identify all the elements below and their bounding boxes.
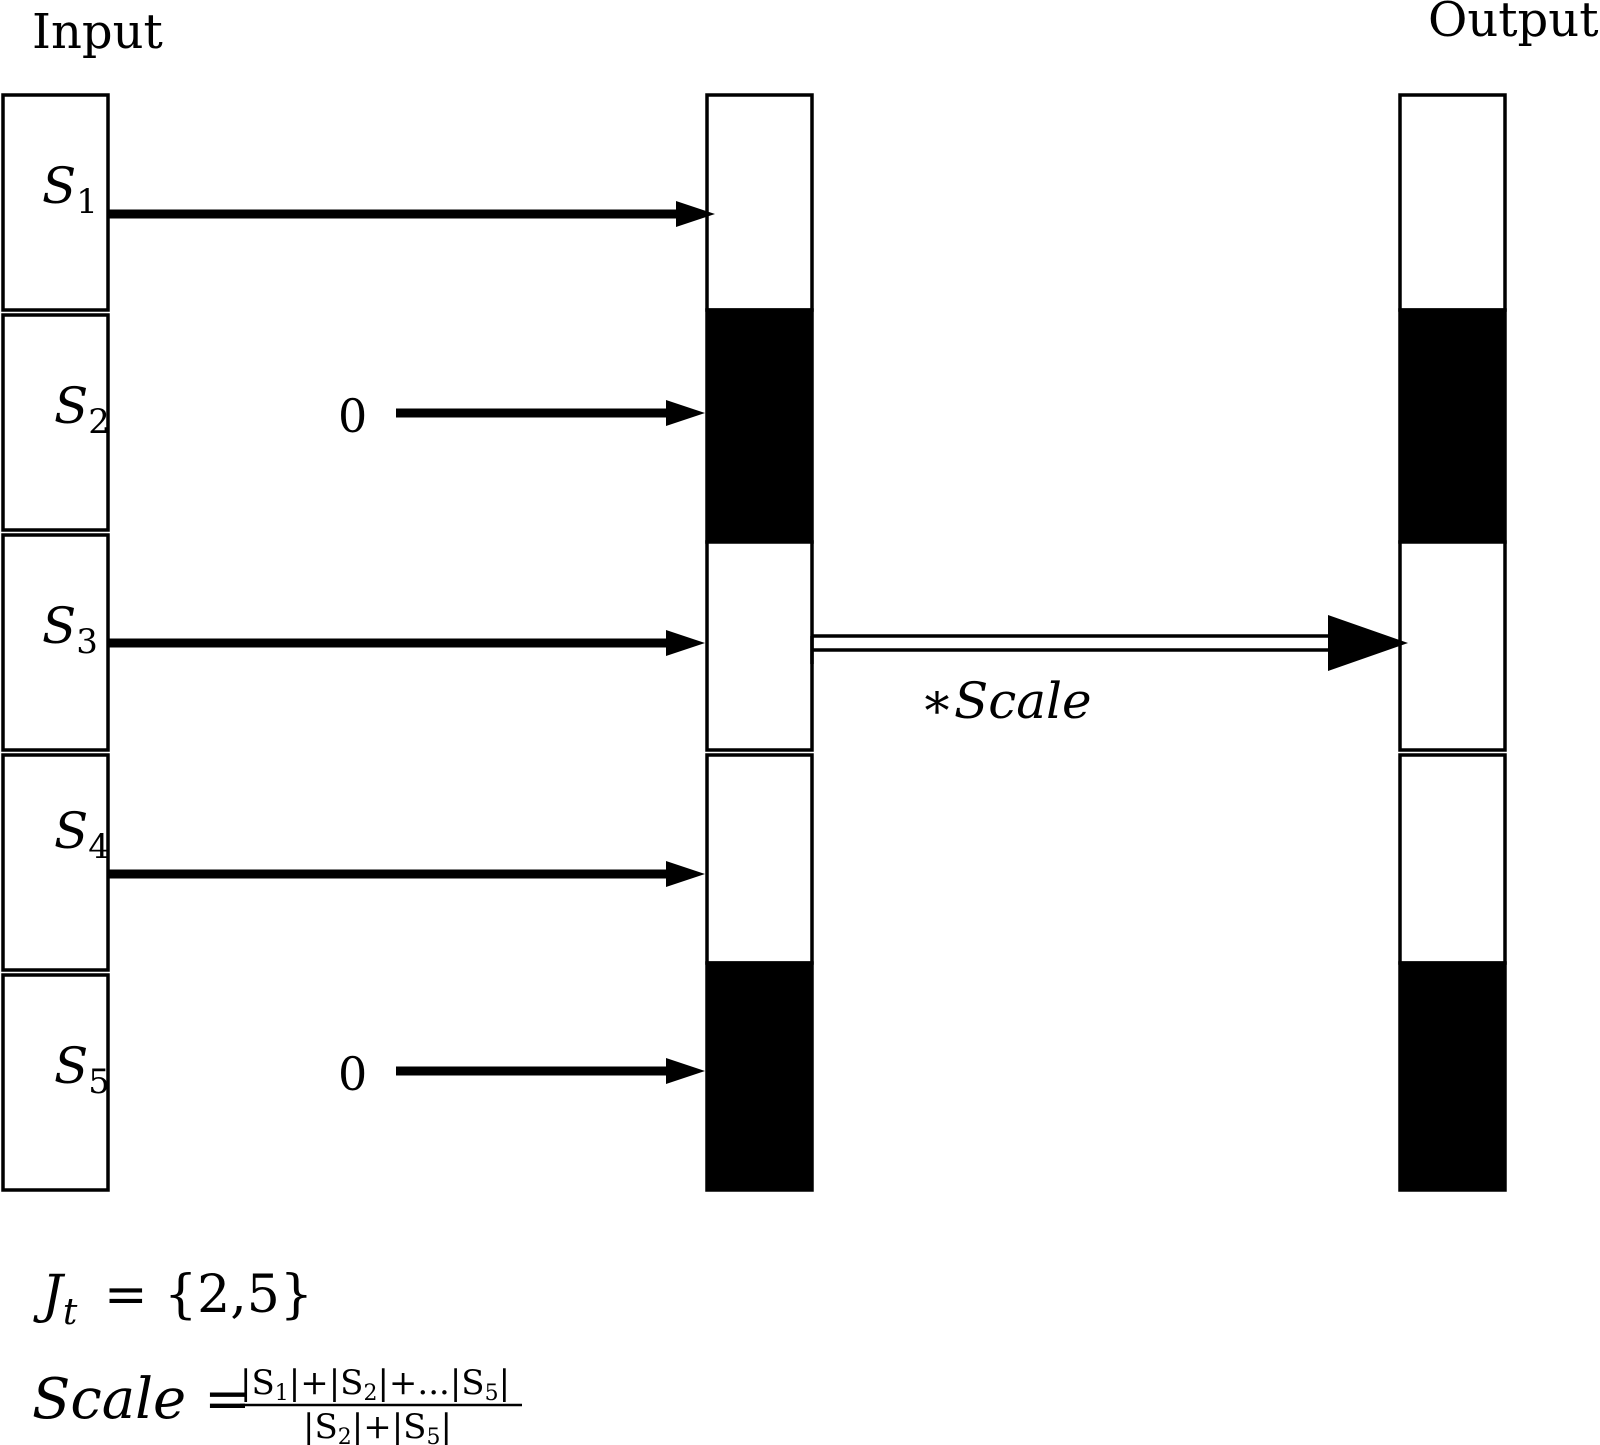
arrow-s5-zero [396, 1058, 705, 1084]
jt-lhs: Jt [33, 1265, 78, 1333]
jt-rhs: = {2,5} [104, 1265, 313, 1325]
zero-label-s2: 0 [338, 389, 367, 443]
output-cell-5-masked [1398, 961, 1507, 1192]
scale-formula: Scale = |S1|+|S2|+...|S5| |S2|+|S5| [32, 1363, 522, 1445]
input-column: S1 S2 S3 S4 S5 [1, 93, 110, 1192]
output-title: Output [1428, 0, 1598, 48]
middle-cell-3 [705, 540, 814, 752]
input-title: Input [32, 4, 163, 60]
input-label-s5: S5 [54, 1037, 110, 1102]
middle-cell-1 [705, 93, 814, 312]
zero-label-s5: 0 [338, 1047, 367, 1101]
middle-column [705, 93, 814, 1192]
scale-numerator: |S1|+|S2|+...|S5| [240, 1363, 510, 1406]
input-label-s2: S2 [54, 377, 110, 442]
arrow-s1 [108, 201, 715, 227]
scale-arrow-label: ∗Scale [920, 672, 1092, 730]
scale-denominator: |S2|+|S5| [303, 1407, 452, 1445]
arrow-s4 [108, 861, 705, 887]
input-cell-2 [1, 313, 110, 532]
middle-cell-2-masked [705, 308, 814, 544]
output-cell-1 [1398, 93, 1507, 312]
input-cell-3 [1, 533, 110, 752]
input-label-s3: S3 [42, 597, 98, 662]
input-cell-4 [1, 753, 110, 972]
input-label-s1: S1 [42, 157, 98, 222]
scale-arrow [810, 615, 1408, 671]
scale-lhs: Scale = [32, 1367, 251, 1432]
middle-cell-4 [705, 753, 814, 965]
input-label-s4: S4 [54, 802, 110, 867]
output-cell-3 [1398, 540, 1507, 752]
output-cell-4 [1398, 753, 1507, 965]
input-cell-1 [1, 93, 110, 312]
arrow-s2-zero [396, 400, 705, 426]
input-cell-5 [1, 973, 110, 1192]
output-column [1398, 93, 1507, 1192]
output-cell-2-masked [1398, 308, 1507, 544]
arrow-s3 [108, 630, 705, 656]
jt-formula: Jt = {2,5} [33, 1265, 313, 1333]
middle-cell-5-masked [705, 961, 814, 1192]
